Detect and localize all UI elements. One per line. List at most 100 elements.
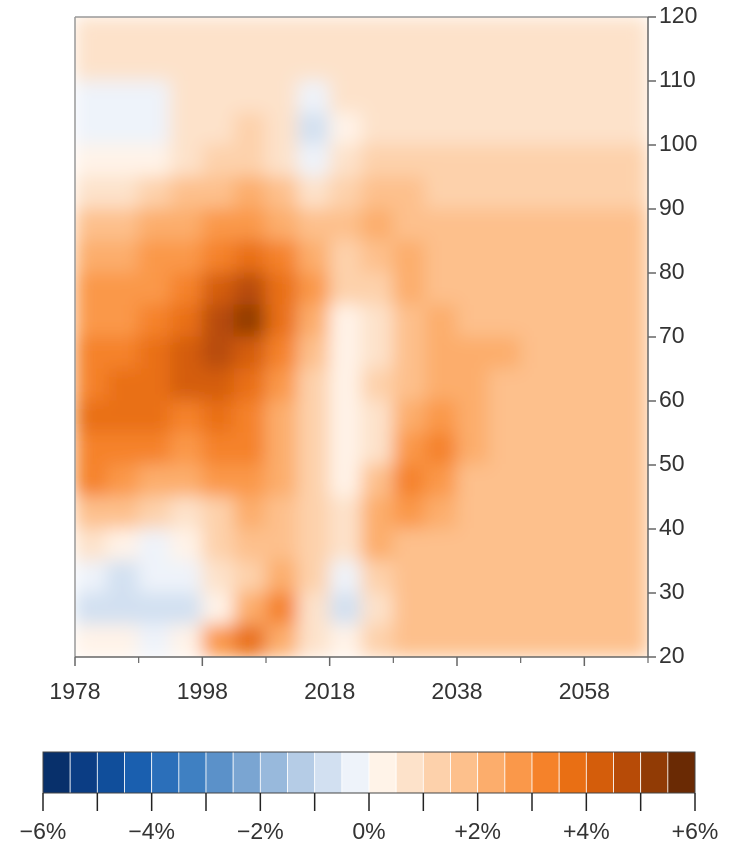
cell — [392, 304, 426, 338]
cell — [488, 304, 522, 338]
colorbar-swatch — [314, 751, 343, 794]
cell — [488, 208, 522, 242]
cell — [329, 176, 362, 210]
cell — [297, 400, 331, 434]
cell — [329, 144, 362, 178]
cell — [520, 592, 553, 626]
y-tick-label: 110 — [659, 66, 696, 92]
colorbar-swatch — [232, 751, 261, 794]
cell — [329, 368, 362, 402]
cell — [265, 400, 299, 434]
cell — [106, 496, 140, 530]
cell — [552, 560, 585, 594]
cell — [75, 112, 108, 146]
cell — [233, 368, 267, 402]
cell — [75, 624, 108, 657]
colorbar-swatch — [178, 751, 207, 794]
cell — [75, 144, 108, 178]
cell — [615, 208, 648, 242]
cell — [170, 336, 203, 370]
cell — [392, 464, 426, 498]
cell — [297, 208, 331, 242]
cell — [615, 432, 648, 466]
cell — [265, 304, 299, 338]
cell — [583, 144, 617, 178]
cell — [75, 272, 108, 306]
cell — [392, 176, 426, 210]
cell — [170, 80, 203, 114]
cell — [265, 432, 299, 466]
cell — [424, 368, 458, 402]
colorbar-label: −2% — [237, 818, 284, 844]
cell — [488, 624, 522, 657]
cell — [170, 176, 203, 210]
cell — [456, 528, 490, 562]
cell — [75, 240, 108, 274]
cell — [265, 496, 299, 530]
cell — [456, 80, 490, 114]
cell — [106, 272, 140, 306]
cell — [488, 528, 522, 562]
y-tick-label: 20 — [659, 642, 685, 668]
cell — [552, 528, 585, 562]
cell — [583, 48, 617, 82]
cell — [233, 240, 267, 274]
cell — [456, 560, 490, 594]
cell — [615, 560, 648, 594]
cell — [552, 80, 585, 114]
cell — [361, 272, 394, 306]
cell — [615, 624, 648, 657]
cell — [265, 592, 299, 626]
x-tick-label: 1978 — [49, 678, 100, 704]
cell — [488, 240, 522, 274]
colorbar-swatch — [151, 751, 180, 794]
cell — [456, 432, 490, 466]
cell — [138, 80, 171, 114]
cell — [552, 496, 585, 530]
cell — [201, 464, 235, 498]
cell — [170, 112, 203, 146]
cell — [488, 400, 522, 434]
colorbar-swatch — [422, 751, 451, 794]
cell — [583, 592, 617, 626]
cell — [488, 80, 522, 114]
cell — [329, 464, 362, 498]
cell — [488, 112, 522, 146]
cell — [329, 400, 362, 434]
cell — [329, 80, 362, 114]
cell — [520, 208, 553, 242]
cell — [456, 240, 490, 274]
cell — [201, 208, 235, 242]
cell — [265, 464, 299, 498]
cell — [233, 304, 267, 338]
cell — [552, 48, 585, 82]
cell — [201, 592, 235, 626]
cell — [456, 272, 490, 306]
cell — [392, 432, 426, 466]
cell — [265, 48, 299, 82]
cell — [392, 368, 426, 402]
cell — [456, 496, 490, 530]
cell — [329, 48, 362, 82]
cell — [201, 272, 235, 306]
cell — [233, 144, 267, 178]
colorbar-swatch — [585, 751, 614, 794]
cell — [615, 304, 648, 338]
cell — [138, 432, 171, 466]
cell — [615, 17, 648, 50]
cell — [265, 17, 299, 50]
cell — [297, 432, 331, 466]
cell — [201, 176, 235, 210]
cell — [456, 208, 490, 242]
cell — [75, 400, 108, 434]
y-tick-label: 40 — [659, 514, 685, 540]
cell — [615, 176, 648, 210]
cell — [233, 48, 267, 82]
cell — [361, 528, 394, 562]
colorbar-swatch — [504, 751, 533, 794]
cell — [138, 48, 171, 82]
cell — [329, 528, 362, 562]
cell — [488, 336, 522, 370]
colorbar-swatch — [667, 751, 696, 794]
cell — [583, 17, 617, 50]
